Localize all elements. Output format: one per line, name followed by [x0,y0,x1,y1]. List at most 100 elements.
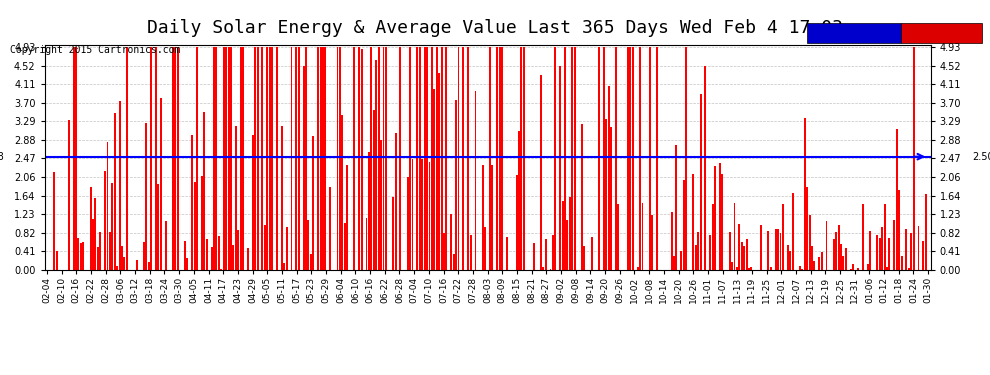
Bar [155,47,156,270]
Bar [436,47,438,270]
Bar [322,47,324,270]
Bar [712,204,714,270]
Bar [342,116,344,270]
Bar [218,236,220,270]
Bar [126,47,128,270]
Bar [722,174,724,270]
Bar [501,47,503,270]
Bar [177,47,178,270]
Bar [305,47,307,270]
Bar [910,233,912,270]
Bar [344,223,346,270]
Bar [211,247,213,270]
Bar [124,257,126,270]
Bar [630,47,632,270]
Bar [809,215,811,270]
Bar [370,47,372,270]
Bar [184,241,186,270]
Bar [627,47,629,270]
Bar [884,204,886,270]
Bar [770,267,772,270]
Bar [841,244,842,270]
Bar [261,47,263,270]
Bar [775,229,776,270]
Bar [240,47,242,270]
Bar [901,256,903,270]
Bar [482,165,484,270]
Bar [844,249,846,270]
Bar [439,73,441,270]
Bar [543,267,545,270]
Bar [732,262,733,270]
Bar [750,267,752,270]
Bar [94,198,96,270]
Bar [223,47,225,270]
Bar [819,257,820,270]
Bar [879,238,881,270]
Bar [283,263,285,270]
Bar [748,268,750,270]
Bar [857,268,859,270]
Bar [779,233,781,270]
Bar [869,231,871,270]
Bar [99,232,101,270]
Text: Daily  ($): Daily ($) [912,28,971,38]
Bar [610,128,612,270]
Bar [745,239,747,270]
Bar [484,227,486,270]
Bar [365,218,367,270]
Bar [697,232,699,270]
Bar [320,47,322,270]
Bar [799,266,801,270]
Bar [225,47,227,270]
Bar [705,66,707,270]
Bar [767,231,769,270]
Bar [811,246,813,270]
Bar [632,47,634,270]
Bar [913,47,915,270]
Bar [833,239,835,270]
Bar [552,235,554,270]
Bar [203,112,205,270]
Bar [637,267,639,270]
Bar [407,177,409,270]
Bar [426,47,428,270]
Bar [709,236,711,270]
Bar [656,47,658,270]
Bar [469,234,471,270]
Bar [792,193,794,270]
Bar [55,251,57,270]
Bar [446,47,447,270]
Bar [893,220,895,270]
Bar [736,267,738,270]
Bar [271,47,273,270]
Bar [377,47,379,270]
Bar [409,47,411,270]
Bar [714,166,716,270]
Bar [136,260,138,270]
Bar [412,159,414,270]
Bar [159,98,161,270]
Bar [424,47,426,270]
Bar [923,241,925,270]
Bar [640,47,642,270]
Bar [360,50,362,270]
Bar [67,120,69,270]
Bar [896,129,898,270]
Bar [605,119,607,270]
Bar [80,243,82,270]
Bar [317,47,319,270]
Bar [375,60,377,270]
Bar [146,123,148,270]
Bar [559,66,561,270]
Bar [782,204,784,270]
Bar [399,47,401,270]
Bar [230,47,232,270]
Bar [598,47,600,270]
Bar [89,188,91,270]
Bar [566,219,568,270]
Bar [358,47,360,270]
Bar [417,47,419,270]
Bar [821,252,823,270]
Text: Copyright 2015 Cartronics.com: Copyright 2015 Cartronics.com [10,45,180,55]
